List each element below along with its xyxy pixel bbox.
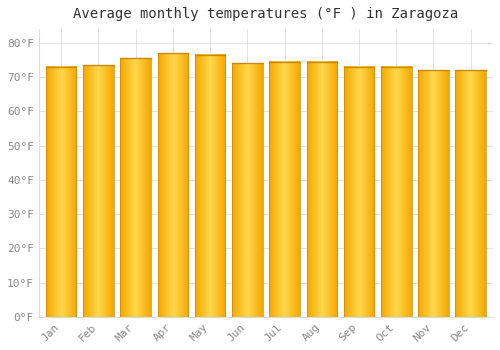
Title: Average monthly temperatures (°F ) in Zaragoza: Average monthly temperatures (°F ) in Za…: [74, 7, 458, 21]
